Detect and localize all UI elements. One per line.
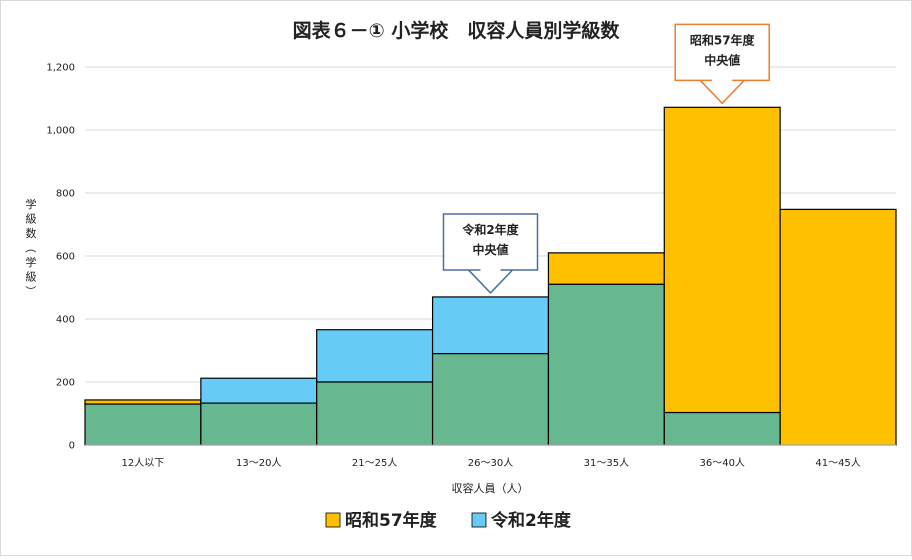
bar-excess xyxy=(200,377,318,404)
x-tick-label: 26〜30人 xyxy=(468,457,513,469)
y-axis-title-char: ） xyxy=(24,286,37,297)
y-axis-title: 学級数（学級） xyxy=(24,197,37,297)
legend-label: 昭和57年度 xyxy=(345,510,438,531)
bar-overlap xyxy=(547,283,665,446)
y-tick-label: 1,000 xyxy=(46,126,75,137)
y-tick-label: 800 xyxy=(56,189,75,200)
legend-label: 令和2年度 xyxy=(491,510,572,531)
callout-text: 中央値 xyxy=(704,52,740,67)
callout-text: 令和2年度 xyxy=(461,222,519,237)
bar-overlap xyxy=(200,402,318,446)
y-tick-label: 200 xyxy=(56,378,75,389)
y-tick-label: 0 xyxy=(69,441,75,452)
callout-box xyxy=(442,213,539,295)
x-tick-label: 12人以下 xyxy=(122,457,165,469)
bar-overlap xyxy=(84,403,202,446)
bar-excess xyxy=(84,399,202,405)
bar-overlap xyxy=(663,411,781,446)
x-axis-title: 収容人員（人） xyxy=(452,481,529,495)
bar-overlap xyxy=(316,381,434,446)
bar-excess xyxy=(547,252,665,285)
x-tick-label: 13〜20人 xyxy=(236,457,281,469)
bars xyxy=(84,106,897,446)
y-axis-title-char: （ xyxy=(24,242,37,253)
y-axis-title-char: 学 xyxy=(26,255,37,269)
bar-excess xyxy=(779,208,897,446)
legend-swatch xyxy=(325,512,341,528)
bar-excess xyxy=(316,329,434,383)
x-tick-labels: 12人以下 13〜20人 21〜25人 26〜30人 31〜35人 36〜40人 41〜45… xyxy=(122,457,861,469)
bar-overlap xyxy=(431,353,550,446)
callout-text: 昭和57年度 xyxy=(690,32,756,47)
y-axis-title-char: 級 xyxy=(26,213,37,226)
x-tick-label: 36〜40人 xyxy=(699,457,744,469)
bar-excess xyxy=(663,106,781,414)
y-axis-title-char: 数 xyxy=(26,227,37,240)
y-tick-labels: 0 200 400 600 800 1,000 1,200 xyxy=(46,63,75,452)
x-tick-label: 21〜25人 xyxy=(352,457,397,469)
callout-text: 中央値 xyxy=(472,242,508,257)
chart-title: 図表６－① 小学校 収容人員別学級数 xyxy=(293,19,621,42)
x-tick-label: 31〜35人 xyxy=(584,457,629,469)
legend: 昭和57年度 令和2年度 xyxy=(325,510,572,531)
y-axis-title-char: 学 xyxy=(26,197,37,211)
x-tick-label: 41〜45人 xyxy=(815,457,860,469)
callout-box xyxy=(674,23,770,105)
y-tick-label: 600 xyxy=(56,252,75,263)
y-tick-label: 400 xyxy=(56,315,75,326)
y-tick-label: 1,200 xyxy=(46,63,75,74)
y-axis-title-char: 級 xyxy=(26,271,37,284)
bar-excess xyxy=(431,296,550,355)
legend-swatch xyxy=(471,512,487,528)
